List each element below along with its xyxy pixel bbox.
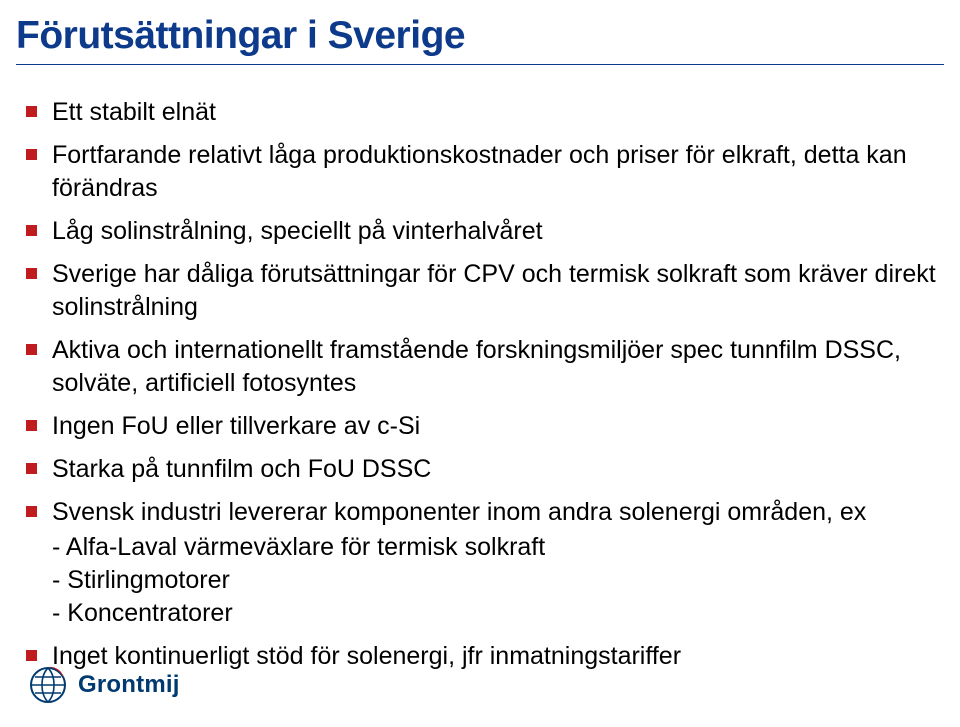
bullet-item: Låg solinstrålning, speciellt på vinterh…	[24, 215, 936, 248]
title-underline	[16, 64, 944, 65]
bullet-text: Ingen FoU eller tillverkare av c-Si	[52, 412, 420, 440]
bullet-item: Sverige har dåliga förutsättningar för C…	[24, 258, 936, 324]
bullet-item: Ingen FoU eller tillverkare av c-Si	[24, 410, 936, 443]
bullet-text: Starka på tunnfilm och FoU DSSC	[52, 455, 431, 483]
bullet-item: Fortfarande relativt låga produktionskos…	[24, 139, 936, 205]
bullet-text: Ett stabilt elnät	[52, 98, 216, 126]
sub-item: - Alfa-Laval värmeväxlare för termisk so…	[52, 531, 936, 564]
sub-item: - Koncentratorer	[52, 597, 936, 630]
content-area: Ett stabilt elnät Fortfarande relativt lå…	[24, 96, 936, 683]
slide: Förutsättningar i Sverige Ett stabilt el…	[0, 0, 960, 727]
logo-mark-icon	[28, 665, 68, 705]
bullet-item: Svensk industri levererar komponenter in…	[24, 496, 936, 630]
bullet-text: Svensk industri levererar komponenter in…	[52, 498, 866, 526]
bullet-item: Aktiva och internationellt framstående f…	[24, 334, 936, 400]
sub-list: - Alfa-Laval värmeväxlare för termisk so…	[52, 531, 936, 630]
bullet-list: Ett stabilt elnät Fortfarande relativt lå…	[24, 96, 936, 673]
logo: Grontmij	[28, 665, 180, 705]
bullet-item: Ett stabilt elnät	[24, 96, 936, 129]
bullet-item: Starka på tunnfilm och FoU DSSC	[24, 453, 936, 486]
logo-text: Grontmij	[78, 671, 180, 699]
bullet-text: Låg solinstrålning, speciellt på vinterh…	[52, 217, 543, 245]
bullet-text: Fortfarande relativt låga produktionskos…	[52, 141, 907, 202]
bullet-text: Aktiva och internationellt framstående f…	[52, 336, 901, 397]
sub-item: - Stirlingmotorer	[52, 564, 936, 597]
bullet-text: Sverige har dåliga förutsättningar för C…	[52, 260, 936, 321]
slide-title: Förutsättningar i Sverige	[16, 14, 465, 58]
